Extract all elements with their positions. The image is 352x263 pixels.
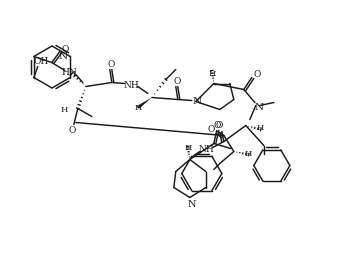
Text: O: O [213, 121, 220, 130]
Text: N: N [254, 103, 263, 112]
Text: O: O [61, 45, 69, 54]
Text: N: N [58, 52, 67, 61]
Text: H: H [244, 150, 251, 159]
Text: OH: OH [33, 57, 49, 66]
Text: O: O [215, 121, 222, 130]
Text: H: H [134, 104, 142, 112]
Text: H: H [68, 70, 75, 78]
Text: H: H [208, 69, 215, 78]
Text: NH: NH [124, 81, 140, 90]
Text: O: O [68, 126, 75, 135]
Text: NH: NH [199, 145, 215, 154]
Text: H: H [61, 107, 68, 114]
Text: N: N [192, 97, 201, 106]
Text: H: H [256, 124, 264, 133]
Text: HN: HN [62, 68, 78, 77]
Text: O: O [207, 125, 214, 134]
Text: H: H [184, 144, 191, 151]
Text: N: N [188, 200, 196, 209]
Text: O: O [107, 60, 114, 69]
Text: O: O [253, 70, 260, 79]
Text: O: O [173, 77, 181, 86]
Polygon shape [137, 98, 152, 109]
